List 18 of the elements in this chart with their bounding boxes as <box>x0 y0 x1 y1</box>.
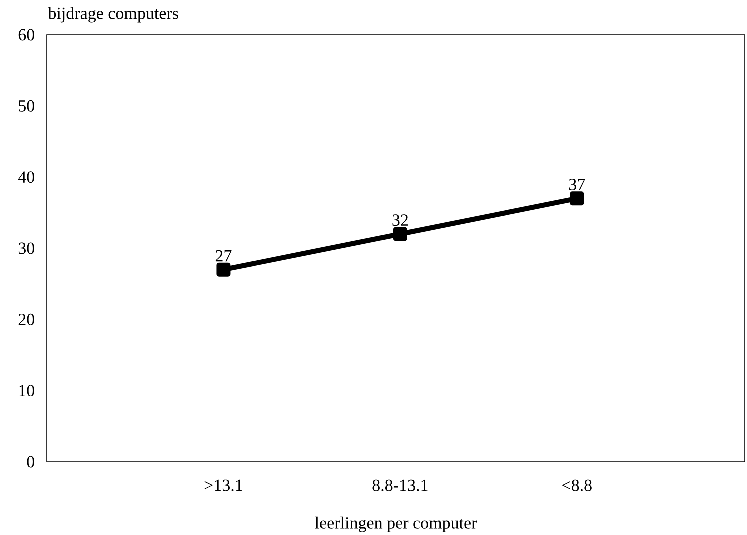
data-label: 32 <box>392 214 408 226</box>
point <box>216 262 231 277</box>
data-label: 37 <box>569 179 586 190</box>
y-tick-label: 20 <box>18 314 34 326</box>
data-label: 27 <box>216 250 232 262</box>
point <box>393 227 408 242</box>
y-axis-title: bijdrage computers <box>48 7 178 23</box>
y-tick-label: 10 <box>20 385 34 397</box>
x-tick-label: <8.8 <box>562 480 592 492</box>
y-tick-label: 40 <box>18 172 34 184</box>
x-tick-label: >13.1 <box>204 480 242 492</box>
y-tick-label: 50 <box>19 100 34 112</box>
x-tick-label: 8.8-13.1 <box>372 480 428 492</box>
x-axis-title: leerlingen per computer <box>315 516 478 532</box>
y-tick-label: 60 <box>18 29 34 41</box>
y-tick-label: 30 <box>18 242 34 254</box>
y-tick-label: 0 <box>27 456 34 468</box>
point <box>570 192 584 206</box>
